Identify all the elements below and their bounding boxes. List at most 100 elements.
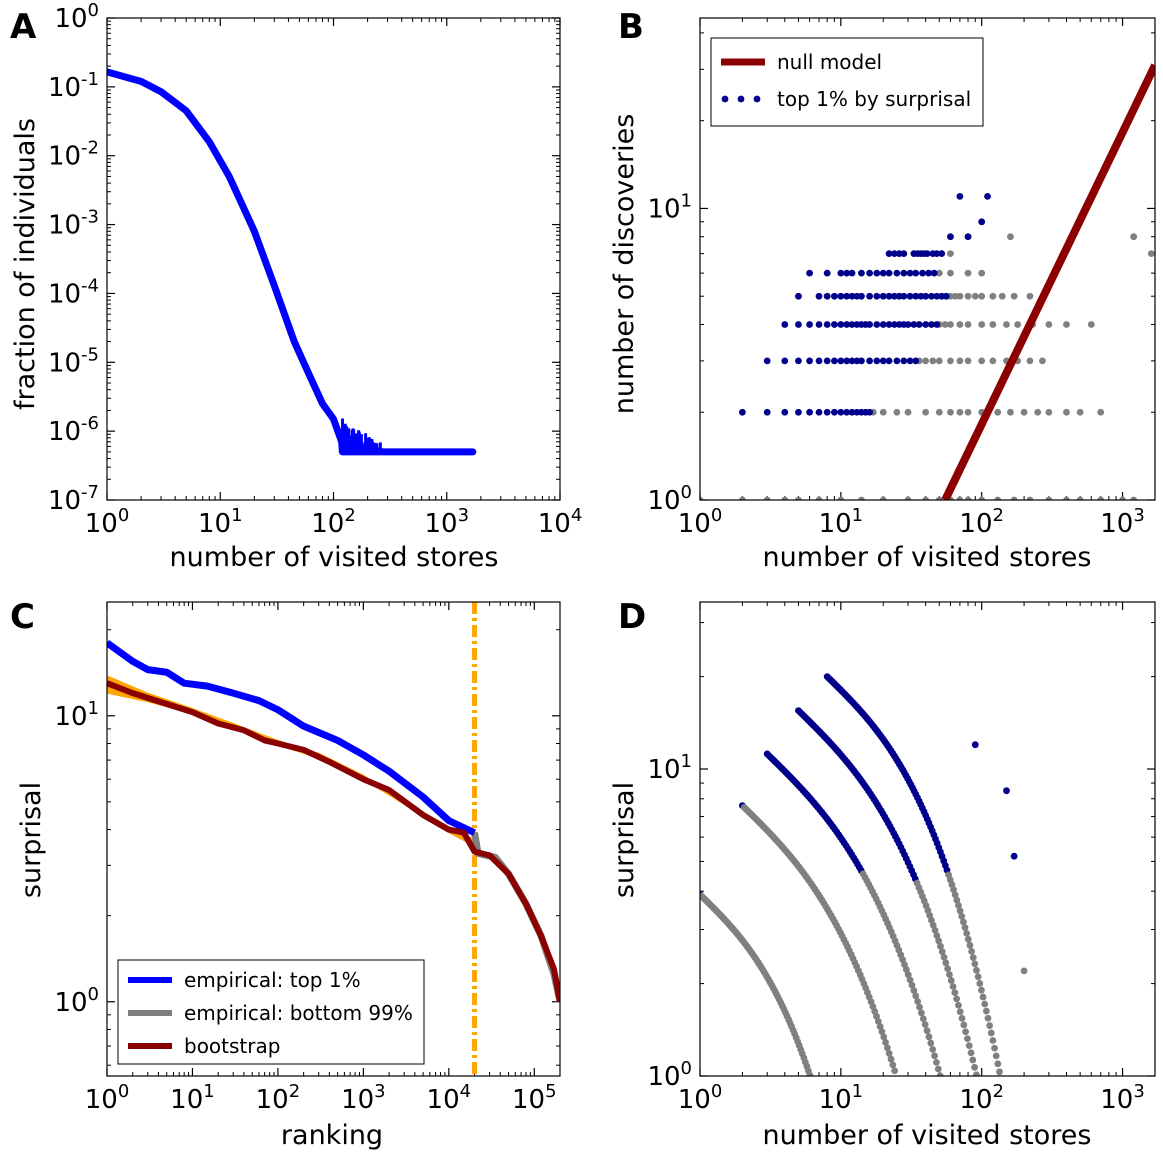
scatter-point-top [933, 292, 941, 300]
x-tick-label-b: 101 [819, 505, 864, 539]
panel-b-plot: 100 101 102 103 100 101 null model top 1% by su… [647, 17, 1156, 539]
scatter-point-rest [763, 496, 771, 500]
scatter-point-top [1003, 787, 1010, 795]
scatter-point-top [917, 292, 925, 300]
x-tick-label-c: 104 [427, 1081, 472, 1115]
scatter-point-rest [968, 947, 975, 955]
scatter-point-top [763, 357, 771, 365]
x-tick-label-c: 105 [512, 1081, 557, 1115]
scatter-point-top [831, 321, 838, 328]
scatter-point-rest [916, 1003, 923, 1011]
scatter-point-top [815, 408, 823, 416]
panel-b-data [700, 63, 1155, 500]
y-tick-label-a: 10-1 [48, 69, 99, 103]
scatter-point-rest [958, 912, 966, 920]
scatter-point-rest [971, 1063, 979, 1071]
scatter-point-rest [964, 1035, 971, 1043]
y-tick-label-a: 10-7 [48, 482, 99, 516]
scatter-point-rest [938, 948, 946, 956]
scatter-point-top [904, 321, 912, 328]
scatter-point-top [922, 321, 930, 328]
panel-b-xlabel: number of visited stores [763, 542, 1092, 573]
scatter-point-top [837, 321, 845, 328]
scatter-point-rest [935, 408, 943, 416]
scatter-point-rest [947, 250, 954, 258]
scatter-point-top [885, 250, 893, 258]
panel-c-data [107, 602, 560, 1076]
scatter-point-top [919, 269, 926, 277]
scatter-point-top [858, 269, 865, 277]
scatter-point-top [795, 357, 802, 365]
scatter-point-top [795, 408, 802, 416]
plot-frame-d [699, 601, 1156, 1077]
scatter-point-rest [858, 496, 865, 500]
scatter-point-rest [891, 1067, 899, 1075]
scatter-point-rest [929, 921, 937, 929]
scatter-point-rest [1087, 321, 1095, 328]
scatter-point-rest [887, 1055, 895, 1063]
scatter-point-top [866, 321, 873, 328]
scatter-point-top [956, 192, 964, 200]
scatter-point-top [815, 292, 823, 300]
scatter-point-rest [973, 966, 980, 974]
scatter-point-top [848, 321, 856, 328]
scatter-point-top [879, 357, 887, 365]
scatter-point-top [906, 269, 914, 277]
scatter-point-rest [1063, 496, 1070, 500]
scatter-point-top [806, 321, 814, 328]
scatter-point-top [938, 250, 946, 258]
scatter-point-rest [929, 357, 937, 365]
scatter-point-rest [919, 1015, 927, 1023]
panel-c-ylabel: surprisal [16, 782, 47, 898]
scatter-point-rest [978, 321, 986, 328]
scatter-point-top [873, 292, 881, 300]
scatter-point-rest [922, 408, 930, 416]
legend-label-0: empirical: top 1% [184, 968, 361, 992]
scatter-point-rest [935, 496, 943, 500]
panel-a-plot: 100 101 102 103 104 10-7 10-6 10-5 10-4 10-3 10-2 1… [48, 0, 582, 539]
legend-swatch-dot [753, 95, 761, 103]
scatter-point-rest [956, 357, 964, 365]
null-model-line [941, 63, 1155, 500]
scatter-point-top [890, 321, 898, 328]
scatter-point-rest [1097, 496, 1105, 500]
scatter-point-top [890, 292, 898, 300]
scatter-point-rest [1010, 292, 1018, 300]
panel-letter-b: B [618, 7, 644, 47]
panel-c-plot: 100 101 102 103 104 105 100 101 empirical: top 1… [54, 601, 561, 1115]
scatter-point-top [843, 408, 851, 416]
scatter-point-top [922, 292, 930, 300]
scatter-point-rest [893, 408, 901, 416]
x-tick-label-c: 101 [170, 1081, 215, 1115]
scatter-point-rest [987, 1029, 995, 1037]
scatter-point-rest [994, 1060, 1002, 1068]
x-tick-label-a: 101 [198, 505, 243, 539]
scatter-point-rest [921, 1021, 929, 1029]
scatter-point-rest [912, 992, 920, 1000]
scatter-point-top [964, 233, 972, 241]
scatter-point-top [815, 321, 823, 328]
scatter-point-top [873, 269, 881, 277]
panel-letter-a: A [10, 7, 37, 47]
scatter-point-top [885, 357, 893, 365]
scatter-point-top [866, 292, 873, 300]
y-tick-label-b: 100 [647, 482, 692, 516]
scatter-point-rest [815, 496, 823, 500]
scatter-point-top [823, 321, 831, 328]
scatter-point-top [906, 357, 914, 365]
scatter-point-rest [953, 896, 961, 904]
scatter-point-top [879, 269, 887, 277]
legend-label-top-1-percent: top 1% by surprisal [777, 87, 971, 111]
scatter-point-rest [885, 1050, 893, 1057]
scatter-point-rest [951, 891, 959, 899]
panel-d-plot: 100 101 102 103 100 101 [647, 601, 1156, 1115]
y-tick-label-a: 10-2 [48, 138, 99, 172]
scatter-point-rest [961, 924, 969, 932]
series-line-bootstrap [107, 680, 560, 1003]
scatter-point-rest [956, 292, 964, 300]
scatter-point-top [823, 408, 831, 416]
scatter-point-top [912, 292, 920, 300]
scatter-point-top [925, 269, 933, 277]
scatter-point-rest [940, 953, 948, 961]
scatter-point-rest [982, 1007, 990, 1015]
